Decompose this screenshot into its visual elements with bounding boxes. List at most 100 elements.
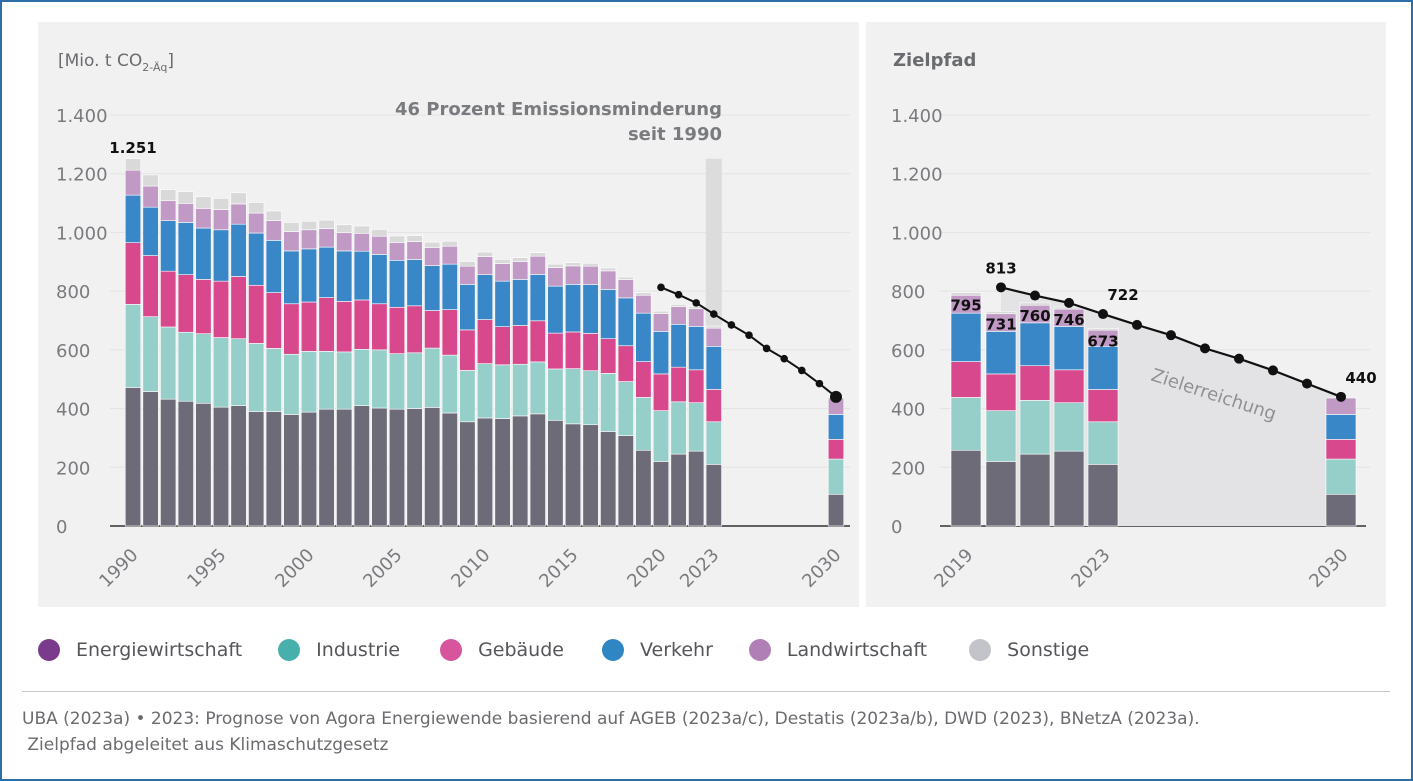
bar-segment [688, 369, 705, 404]
left-target-path-line [660, 286, 837, 398]
bar-segment [124, 194, 142, 244]
bar-segment [248, 202, 265, 214]
bar-segment [512, 363, 529, 417]
target-area [1001, 287, 1341, 526]
legend-dot-icon [278, 639, 301, 661]
bar-segment [1019, 302, 1051, 306]
left-target-point [710, 310, 718, 318]
bar-segment [1325, 414, 1357, 440]
bar-segment [494, 259, 511, 264]
left-xtick-label: 2020 [623, 545, 670, 592]
bar-segment [441, 263, 458, 310]
bar-segment [353, 233, 370, 252]
bar-segment [1087, 328, 1119, 331]
bar-segment [441, 412, 458, 527]
bar-segment [547, 263, 564, 268]
bar-segment [230, 192, 247, 205]
bar-segment [582, 284, 599, 334]
bar-segment [705, 325, 722, 329]
bar-segment [177, 203, 194, 223]
bar-segment [476, 251, 494, 257]
bar-segment [827, 439, 845, 460]
bar-segment [459, 329, 476, 371]
bar-segment [353, 348, 370, 406]
bar-segment [248, 232, 265, 286]
bar-segment [617, 381, 634, 436]
bar-segment [476, 319, 494, 364]
bar-segment [635, 449, 652, 527]
legend: Energiewirtschaft Industrie Gebäude Verk… [38, 636, 1089, 664]
left-target-point [674, 290, 683, 299]
bar-segment [459, 370, 476, 423]
bar-segment [406, 305, 423, 354]
bar-segment [318, 246, 335, 298]
bar-segment [950, 312, 982, 362]
bar-segment [617, 276, 634, 280]
right-xtick-label: 2023 [1067, 545, 1114, 592]
bar-segment [406, 241, 423, 260]
bar-segment [1053, 450, 1085, 527]
bar-segment [300, 301, 318, 352]
bar-segment [388, 260, 406, 308]
bar-segment [1087, 464, 1119, 527]
left-target-point [657, 283, 665, 292]
left-ytick-label: 600 [56, 341, 90, 362]
bar-segment [124, 387, 142, 527]
bar-segment [160, 189, 177, 202]
bar-segment [212, 229, 230, 282]
bar-segment [195, 227, 212, 280]
bar-segment [652, 373, 670, 411]
bar-segment [300, 411, 318, 527]
right-ytick-label: 200 [891, 458, 925, 479]
bar-segment [160, 326, 177, 400]
bar-segment [670, 401, 687, 455]
left-target-point [780, 354, 788, 363]
bar-segment [441, 309, 458, 356]
bar-segment [265, 240, 282, 293]
bar-segment [950, 449, 982, 527]
bar-segment [1019, 322, 1051, 367]
right-panel-title: Zielpfad [893, 50, 976, 71]
legend-item-landwirtschaft: Landwirtschaft [748, 639, 927, 661]
bar-segment [300, 229, 318, 250]
bar-segment [582, 333, 599, 372]
bar-segment [318, 297, 335, 352]
bar-segment [371, 303, 388, 351]
bar-segment [582, 424, 599, 527]
right-target-point [1268, 365, 1278, 376]
bar-segment [547, 267, 564, 287]
bar-segment [494, 418, 511, 527]
bar-segment [353, 225, 370, 234]
bar-segment [142, 185, 159, 208]
bar-segment [212, 209, 230, 231]
bar-segment [160, 270, 177, 328]
left-target-point [745, 331, 753, 339]
bar-segment [388, 353, 406, 410]
bar-segment [688, 450, 705, 527]
right-ytick-label: 600 [891, 341, 925, 362]
bar-segment [827, 493, 845, 527]
bar-segment [371, 407, 388, 527]
left-xtick-label: 2015 [535, 545, 582, 592]
bar-segment [635, 397, 652, 451]
bar-segment [705, 421, 722, 465]
bar-segment [371, 229, 388, 237]
bar-segment [670, 453, 687, 527]
bar-total-label: 731 [985, 315, 1016, 333]
bar-segment [564, 331, 582, 369]
right-ytick-label: 1.200 [891, 165, 943, 186]
legend-label: Sonstige [1007, 639, 1090, 661]
bar-segment [371, 235, 388, 255]
right-target-point [1132, 319, 1142, 330]
legend-dot-icon [969, 639, 992, 661]
bar-segment [617, 297, 634, 347]
right-xtick-label: 2030 [1305, 545, 1352, 592]
bar-segment [142, 255, 159, 317]
bar-segment [476, 274, 494, 320]
right-ytick-label: 0 [891, 517, 902, 538]
bar-segment [670, 306, 687, 325]
bar-segment [336, 301, 353, 353]
bar-segment [564, 368, 582, 425]
bar-segment [283, 414, 300, 527]
bar-segment [950, 292, 982, 296]
